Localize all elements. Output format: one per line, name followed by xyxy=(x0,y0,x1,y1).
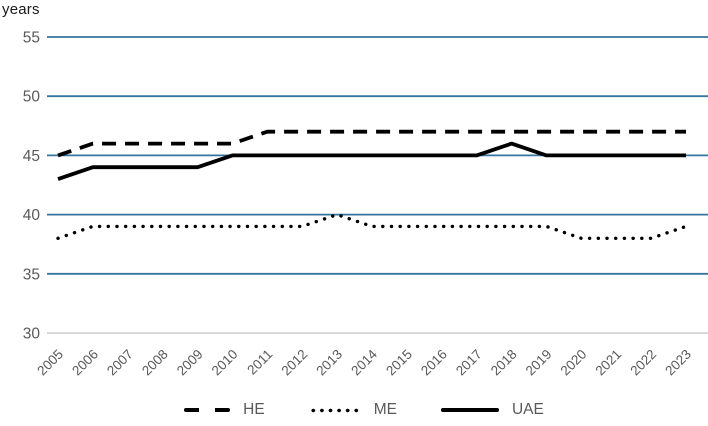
me-dotted-line-sample xyxy=(308,407,361,413)
x-tick-label: 2022 xyxy=(627,347,659,379)
x-tick-label: 2013 xyxy=(313,347,345,379)
series-line-me xyxy=(56,212,688,241)
x-tick-label: 2015 xyxy=(383,347,415,379)
legend-item-he: HE xyxy=(184,401,265,419)
x-tick-label: 2020 xyxy=(558,347,590,379)
legend-item-uae: UAE xyxy=(440,401,544,419)
x-tick-label: 2018 xyxy=(488,347,520,379)
legend-label-uae: UAE xyxy=(511,401,544,418)
x-tick-label: 2016 xyxy=(418,347,450,379)
series-line-uae xyxy=(57,141,686,181)
x-tick-label: 2012 xyxy=(278,347,310,379)
series-line-he xyxy=(57,129,686,158)
y-tick-label: 30 xyxy=(23,326,41,343)
legend-label-me: ME xyxy=(373,401,397,418)
x-tick-label: 2009 xyxy=(174,347,206,379)
legend-label-he: HE xyxy=(243,401,265,418)
y-axis-title: years xyxy=(2,1,40,18)
x-tick-label: 2011 xyxy=(244,347,275,378)
x-tick-label: 2006 xyxy=(69,347,101,379)
chart-legend: HE ME UAE xyxy=(10,398,708,422)
chart-canvas: 55 50 45 40 35 30 2005 2006 2007 2008 2009 2010 2011… xyxy=(23,30,708,379)
x-tick-label: 2005 xyxy=(34,347,66,379)
legend-item-me: ME xyxy=(308,401,397,419)
x-tick-label: 2023 xyxy=(662,347,694,379)
he-dashed-line-sample xyxy=(184,407,231,413)
x-tick-label: 2008 xyxy=(139,347,171,379)
y-tick-label: 35 xyxy=(23,266,40,283)
y-tick-label: 40 xyxy=(23,207,41,224)
x-tick-label: 2017 xyxy=(453,347,485,379)
y-tick-label: 55 xyxy=(23,30,40,47)
uae-solid-line-sample xyxy=(440,407,499,413)
y-tick-label: 45 xyxy=(23,148,40,165)
x-tick-label: 2007 xyxy=(104,347,136,379)
x-tick-label: 2010 xyxy=(209,347,241,379)
x-tick-label: 2021 xyxy=(592,347,624,379)
y-tick-label: 50 xyxy=(23,89,41,106)
x-tick-label: 2019 xyxy=(523,347,555,379)
x-tick-label: 2014 xyxy=(348,346,380,378)
